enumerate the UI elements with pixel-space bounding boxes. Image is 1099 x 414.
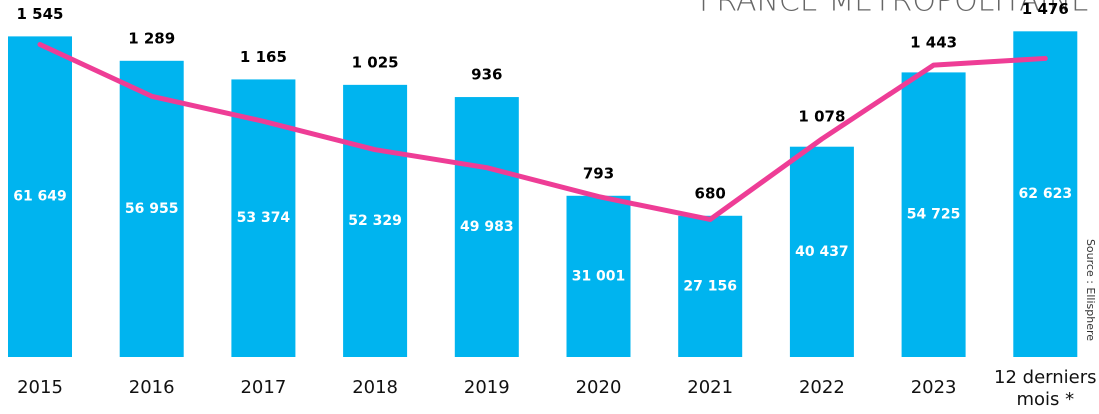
bar-label: 40 437 — [795, 244, 849, 260]
line-label: 1 025 — [352, 53, 399, 71]
x-tick-label: 2015 — [17, 377, 63, 398]
bar-label: 53 374 — [237, 210, 291, 226]
bar-label: 61 649 — [13, 189, 67, 205]
line-label: 936 — [471, 66, 502, 84]
line-label: 1 289 — [128, 29, 175, 47]
bar — [678, 215, 743, 357]
bar — [566, 195, 631, 357]
source: Source : Ellisphere — [1084, 239, 1097, 341]
line-label: 793 — [583, 164, 614, 182]
chart-title: FRANCE MÉTROPOLITAINE — [699, 0, 1090, 19]
line-label: 680 — [695, 184, 726, 202]
x-tick-label: 2018 — [352, 377, 398, 398]
x-tick-label: 12 derniers mois * — [994, 367, 1097, 410]
line-label: 1 545 — [17, 5, 64, 23]
line-label: 1 476 — [1022, 0, 1069, 18]
bar — [454, 97, 519, 357]
bar-label: 54 725 — [907, 207, 961, 223]
bar-label: 49 983 — [460, 219, 514, 235]
bar — [789, 146, 854, 357]
x-tick-label: 2022 — [798, 377, 845, 398]
bar-label: 27 156 — [683, 278, 737, 294]
x-tick-label: 2023 — [910, 377, 957, 398]
bar-label: 31 001 — [572, 268, 626, 284]
line-label: 1 078 — [798, 107, 845, 125]
bar — [8, 36, 72, 357]
x-tick-label: 2020 — [575, 377, 622, 398]
bar-label: 56 955 — [125, 201, 179, 217]
line-label: 1 443 — [910, 34, 957, 52]
bar-label: 62 623 — [1019, 186, 1073, 202]
line — [37, 41, 1048, 222]
bar — [1013, 31, 1078, 357]
x-tick-label: 2016 — [128, 377, 175, 398]
x-tick-label: 2021 — [687, 377, 734, 398]
line-label: 1 165 — [240, 48, 287, 66]
bar — [343, 84, 408, 357]
bar — [119, 60, 184, 358]
x-tick-label: 2019 — [463, 377, 510, 398]
x-tick-label: 2017 — [240, 377, 287, 398]
bar-label: 52 329 — [348, 213, 402, 229]
bar — [901, 72, 966, 358]
